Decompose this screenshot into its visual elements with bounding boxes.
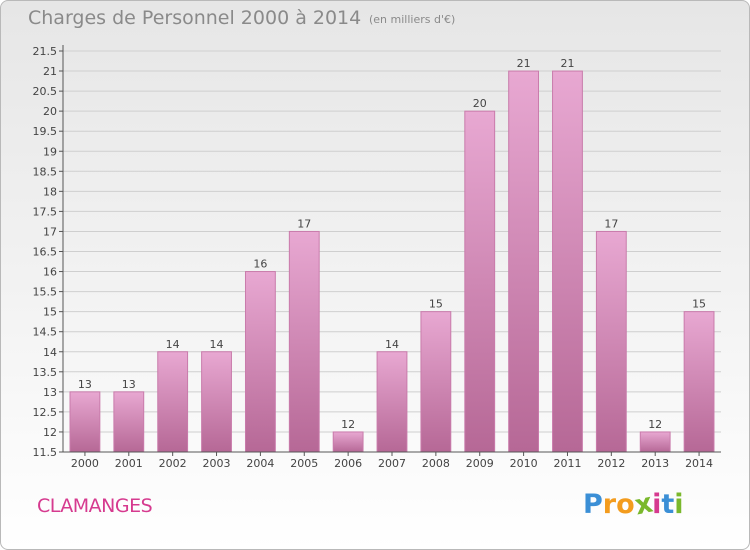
bar-2014 — [683, 311, 715, 453]
y-tick-label: 21 — [43, 65, 57, 78]
y-tick-label: 19.5 — [33, 125, 58, 138]
logo-letter: t — [661, 489, 675, 520]
proxiti-logo[interactable]: Proxiti — [583, 488, 684, 522]
y-tick-label: 21.5 — [33, 45, 58, 58]
bar-2009 — [464, 110, 496, 453]
y-tick-label: 13.5 — [33, 366, 58, 379]
y-tick-label: 18 — [43, 185, 57, 198]
data-label: 14 — [166, 338, 180, 351]
bar-2002 — [157, 351, 189, 453]
logo-letter: r — [602, 489, 617, 520]
bar-2006 — [332, 431, 364, 453]
y-tick-label: 18.5 — [33, 165, 58, 178]
data-label: 14 — [210, 338, 224, 351]
x-tick-label: 2011 — [553, 457, 581, 470]
x-tick-label: 2013 — [641, 457, 669, 470]
y-tick-label: 14 — [43, 346, 57, 359]
y-tick-label: 11.5 — [33, 446, 58, 459]
data-label: 16 — [253, 258, 267, 271]
bar-2001 — [113, 391, 145, 453]
y-tick-label: 17.5 — [33, 205, 58, 218]
bar-2004 — [244, 271, 276, 453]
y-tick-label: 19 — [43, 145, 57, 158]
chart-unit: (en milliers d'€) — [369, 13, 456, 26]
y-tick-label: 15 — [43, 306, 57, 319]
x-tick-label: 2006 — [334, 457, 362, 470]
y-tick-label: 12.5 — [33, 406, 58, 419]
data-label: 17 — [604, 217, 618, 230]
x-tick-label: 2002 — [159, 457, 187, 470]
data-label: 17 — [297, 217, 311, 230]
y-tick-label: 12 — [43, 426, 57, 439]
x-tick-label: 2008 — [422, 457, 450, 470]
x-tick-label: 2005 — [290, 457, 318, 470]
x-tick-label: 2012 — [597, 457, 625, 470]
data-label: 14 — [385, 338, 399, 351]
bar-2010 — [508, 70, 540, 453]
y-tick-label: 16.5 — [33, 246, 58, 259]
commune-name: CLAMANGES — [37, 495, 153, 517]
y-tick-label: 16 — [43, 266, 57, 279]
data-label: 15 — [692, 298, 706, 311]
y-tick-label: 17 — [43, 225, 57, 238]
y-tick-labels: 11.5 12 12.5 13 13.5 14 14.5 15 15.5 16 16.5 17 17.5… — [33, 45, 63, 459]
bar-2013 — [639, 431, 671, 453]
bar-2012 — [595, 230, 627, 453]
bar-2011 — [552, 70, 583, 453]
data-label: 13 — [122, 378, 136, 391]
y-tick-label: 20.5 — [33, 85, 58, 98]
bar-2005 — [288, 230, 320, 453]
logo-letter: P — [583, 489, 603, 520]
bar-2008 — [420, 311, 452, 453]
x-tick-label: 2003 — [203, 457, 231, 470]
x-tick-label: 2010 — [510, 457, 538, 470]
y-tick-label: 13 — [43, 386, 57, 399]
chart-title: Charges de Personnel 2000 à 2014 — [28, 7, 362, 29]
data-label: 21 — [517, 57, 531, 70]
x-tick-label: 2000 — [71, 457, 99, 470]
data-label: 12 — [341, 418, 355, 431]
y-tick-label: 15.5 — [33, 286, 58, 299]
logo-letter: i — [652, 489, 662, 520]
x-tick-label: 2004 — [246, 457, 274, 470]
data-label: 13 — [78, 378, 92, 391]
data-label: 12 — [648, 418, 662, 431]
x-tick-label: 2009 — [466, 457, 494, 470]
bars — [69, 70, 715, 453]
bar-2003 — [201, 351, 232, 453]
bar-2007 — [376, 351, 408, 453]
y-tick-label: 14.5 — [33, 326, 58, 339]
data-label: 20 — [473, 97, 487, 110]
y-tick-label: 20 — [43, 105, 57, 118]
x-tick-label: 2007 — [378, 457, 406, 470]
data-label: 15 — [429, 298, 443, 311]
data-labels: 13 13 14 14 16 17 12 14 15 20 21 21 17 12 15 — [78, 57, 706, 431]
x-tick-label: 2001 — [115, 457, 143, 470]
x-tick-label: 2014 — [685, 457, 713, 470]
data-label: 21 — [560, 57, 574, 70]
logo-letter: i — [674, 489, 684, 520]
logo-letter: o — [616, 489, 635, 520]
bar-2000 — [69, 391, 101, 453]
x-tick-labels: 2000 2001 2002 2003 2004 2005 2006 2007 2008 2009… — [71, 452, 713, 470]
